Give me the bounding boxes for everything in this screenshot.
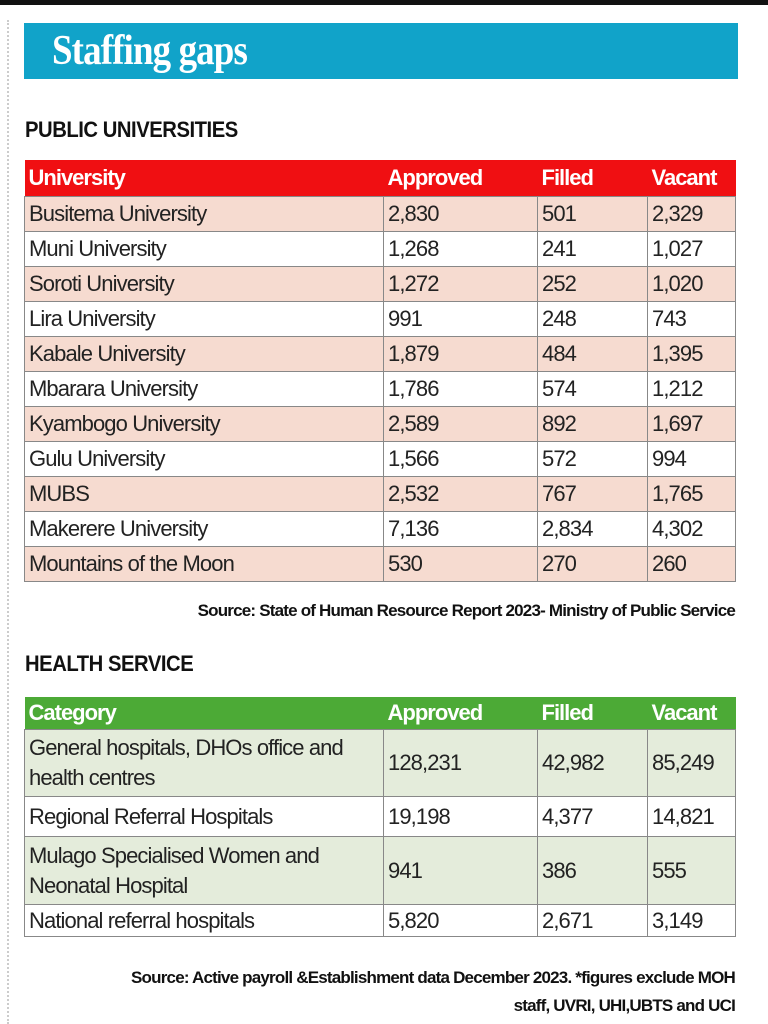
table-row: Regional Referral Hospitals 19,198 4,377 14… xyxy=(24,796,736,837)
column-header-filled: Filled xyxy=(537,160,648,197)
cell-filled: 241 xyxy=(537,231,648,267)
cell-vacant: 85,249 xyxy=(647,729,736,797)
cell-university: Makerere University xyxy=(24,511,384,547)
cell-university: Soroti University xyxy=(24,266,384,302)
cell-university: Mbarara University xyxy=(24,371,384,407)
cell-approved: 1,268 xyxy=(383,231,538,267)
column-header-filled: Filled xyxy=(537,697,648,730)
table-row: Busitema University 2,830 501 2,329 xyxy=(24,196,736,232)
table-row: Lira University 991 248 743 xyxy=(24,301,736,337)
table-row: General hospitals, DHOs office and healt… xyxy=(24,729,736,797)
cell-approved: 1,879 xyxy=(383,336,538,372)
cell-filled: 2,671 xyxy=(537,904,648,937)
table-row: National referral hospitals 5,820 2,671 3,1… xyxy=(24,904,736,937)
table-row: Kabale University 1,879 484 1,395 xyxy=(24,336,736,372)
table-row: Mulago Specialised Women and Neonatal Ho… xyxy=(24,836,736,905)
cell-filled: 248 xyxy=(537,301,648,337)
cell-approved: 2,532 xyxy=(383,476,538,512)
cell-vacant: 2,329 xyxy=(647,196,736,232)
cell-university: Muni University xyxy=(24,231,384,267)
top-border xyxy=(0,0,768,5)
cell-filled: 501 xyxy=(537,196,648,232)
universities-table: University Approved Filled Vacant Busitema … xyxy=(24,160,736,582)
column-header-category: Category xyxy=(24,697,384,730)
cell-vacant: 4,302 xyxy=(647,511,736,547)
cell-vacant: 1,395 xyxy=(647,336,736,372)
cell-vacant: 1,765 xyxy=(647,476,736,512)
health-heading: HEALTH SERVICE xyxy=(25,651,194,676)
cell-university: Gulu University xyxy=(24,441,384,477)
cell-filled: 767 xyxy=(537,476,648,512)
table-row: MUBS 2,532 767 1,765 xyxy=(24,476,736,512)
cell-approved: 530 xyxy=(383,546,538,582)
cell-filled: 4,377 xyxy=(537,796,648,837)
cell-approved: 2,589 xyxy=(383,406,538,442)
cell-filled: 42,982 xyxy=(537,729,648,797)
cell-approved: 991 xyxy=(383,301,538,337)
cell-category: Regional Referral Hospitals xyxy=(24,796,384,837)
cell-approved: 2,830 xyxy=(383,196,538,232)
table-row: Gulu University 1,566 572 994 xyxy=(24,441,736,477)
cell-vacant: 14,821 xyxy=(647,796,736,837)
cell-university: Lira University xyxy=(24,301,384,337)
cell-filled: 386 xyxy=(537,836,648,905)
page-title: Staffing gaps xyxy=(52,28,248,74)
page-margin-dots xyxy=(7,20,9,1024)
cell-filled: 892 xyxy=(537,406,648,442)
universities-heading: PUBLIC UNIVERSITIES xyxy=(25,117,238,142)
table-header: Category Approved Filled Vacant xyxy=(24,697,736,730)
health-source-line1: Source: Active payroll &Establishment da… xyxy=(131,968,736,987)
cell-vacant: 555 xyxy=(647,836,736,905)
cell-university: Mountains of the Moon xyxy=(24,546,384,582)
cell-vacant: 1,212 xyxy=(647,371,736,407)
cell-university: Busitema University xyxy=(24,196,384,232)
cell-vacant: 743 xyxy=(647,301,736,337)
column-header-vacant: Vacant xyxy=(647,697,736,730)
table-row: Mbarara University 1,786 574 1,212 xyxy=(24,371,736,407)
cell-university: Kyambogo University xyxy=(24,406,384,442)
column-header-university: University xyxy=(24,160,384,197)
cell-filled: 574 xyxy=(537,371,648,407)
cell-approved: 1,566 xyxy=(383,441,538,477)
cell-approved: 7,136 xyxy=(383,511,538,547)
cell-vacant: 1,020 xyxy=(647,266,736,302)
table-row: Kyambogo University 2,589 892 1,697 xyxy=(24,406,736,442)
cell-approved: 128,231 xyxy=(383,729,538,797)
cell-filled: 270 xyxy=(537,546,648,582)
cell-university: Kabale University xyxy=(24,336,384,372)
cell-category: Mulago Specialised Women and Neonatal Ho… xyxy=(24,836,384,905)
cell-vacant: 1,027 xyxy=(647,231,736,267)
cell-filled: 2,834 xyxy=(537,511,648,547)
column-header-approved: Approved xyxy=(383,697,538,730)
cell-approved: 5,820 xyxy=(383,904,538,937)
column-header-approved: Approved xyxy=(383,160,538,197)
cell-approved: 941 xyxy=(383,836,538,905)
table-row: Muni University 1,268 241 1,027 xyxy=(24,231,736,267)
cell-filled: 572 xyxy=(537,441,648,477)
cell-vacant: 994 xyxy=(647,441,736,477)
cell-vacant: 260 xyxy=(647,546,736,582)
cell-filled: 484 xyxy=(537,336,648,372)
cell-category: General hospitals, DHOs office and healt… xyxy=(24,729,384,797)
universities-source: Source: State of Human Resource Report 2… xyxy=(197,601,736,620)
cell-university: MUBS xyxy=(24,476,384,512)
title-banner: Staffing gaps xyxy=(24,23,738,79)
table-header: University Approved Filled Vacant xyxy=(24,160,736,197)
cell-approved: 1,272 xyxy=(383,266,538,302)
table-row: Soroti University 1,272 252 1,020 xyxy=(24,266,736,302)
cell-approved: 1,786 xyxy=(383,371,538,407)
health-source-line2: staff, UVRI, UHI,UBTS and UCI xyxy=(513,996,736,1015)
health-table: Category Approved Filled Vacant General hos… xyxy=(24,697,736,937)
table-row: Mountains of the Moon 530 270 260 xyxy=(24,546,736,582)
table-row: Makerere University 7,136 2,834 4,302 xyxy=(24,511,736,547)
cell-vacant: 3,149 xyxy=(647,904,736,937)
cell-vacant: 1,697 xyxy=(647,406,736,442)
column-header-vacant: Vacant xyxy=(647,160,736,197)
cell-approved: 19,198 xyxy=(383,796,538,837)
health-source: Source: Active payroll &Establishment da… xyxy=(131,964,736,1020)
cell-filled: 252 xyxy=(537,266,648,302)
cell-category: National referral hospitals xyxy=(24,904,384,937)
